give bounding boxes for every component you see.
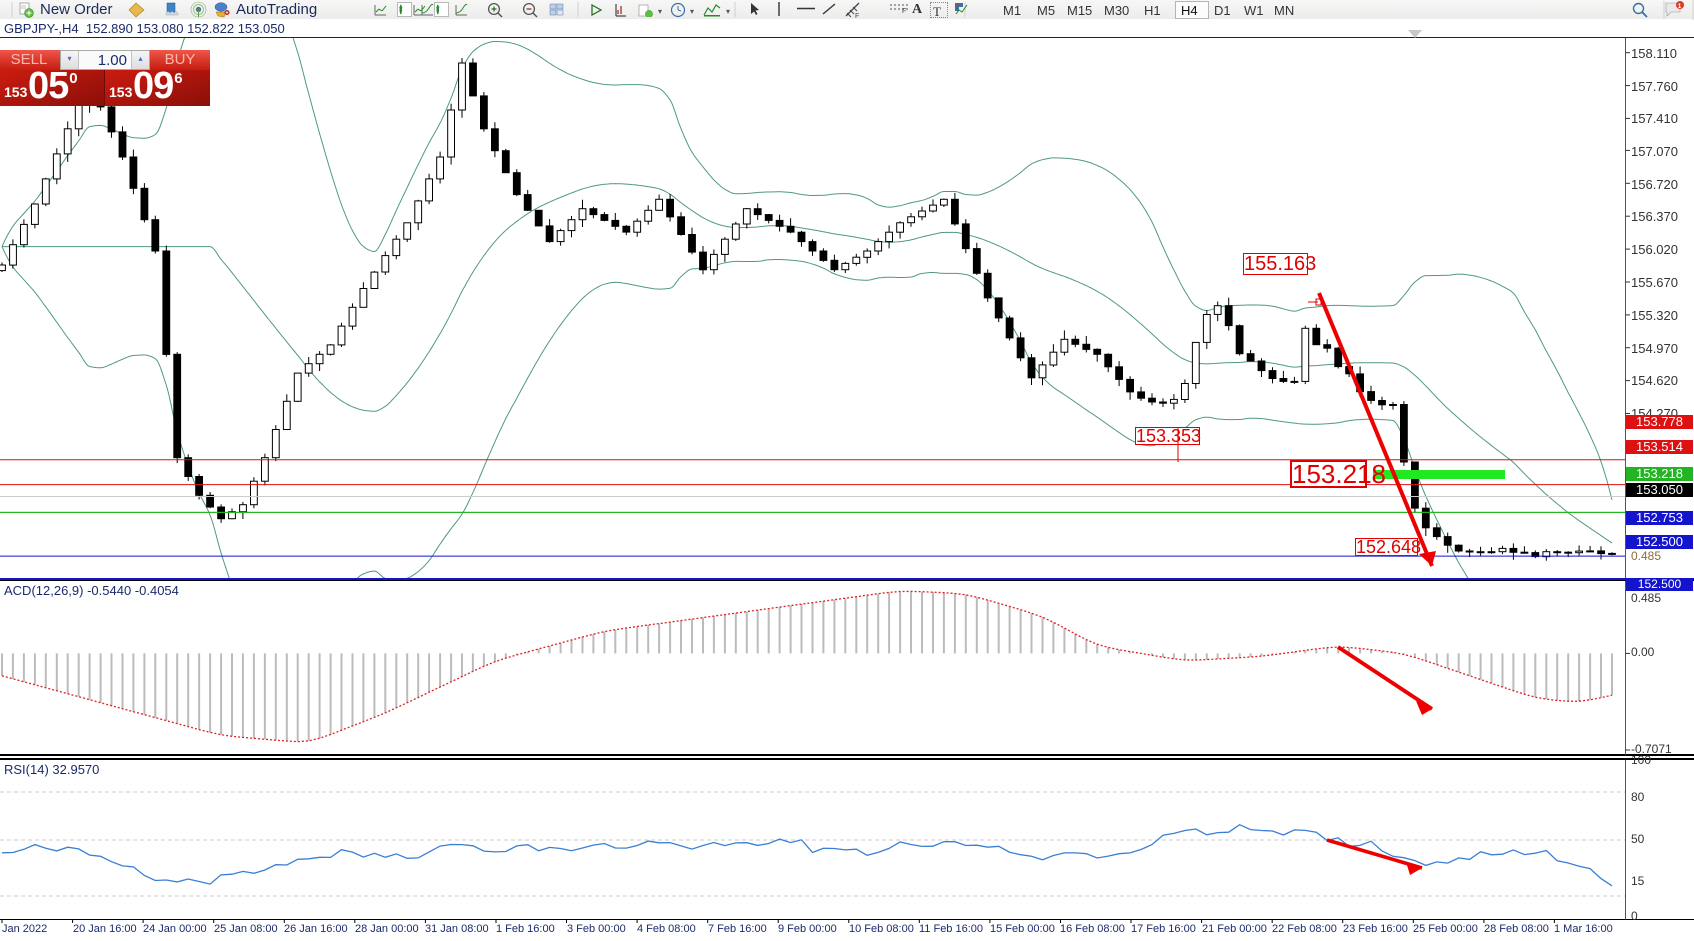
svg-text:1: 1 <box>1678 3 1682 10</box>
svg-text:F: F <box>902 8 906 13</box>
svg-text:T: T <box>933 4 941 19</box>
svg-text:F: F <box>855 13 859 18</box>
